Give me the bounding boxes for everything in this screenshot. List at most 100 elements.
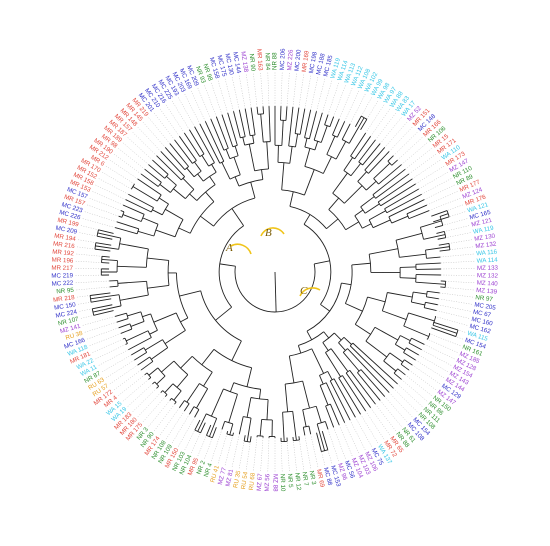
- leaf-label: MZ 138: [239, 51, 249, 73]
- tree-branch: [203, 371, 213, 387]
- clade-a-arc-highlight: [230, 243, 252, 255]
- tree-branch: [131, 347, 145, 356]
- tree-node-arc: [218, 225, 244, 308]
- leaf-guide-line: [401, 142, 428, 165]
- leaf-label: MR 192: [52, 248, 75, 257]
- leaf-guide-line: [75, 286, 110, 291]
- tree-branch: [132, 186, 158, 202]
- tree-node-arc: [303, 223, 332, 305]
- leaf-label: MZ 67: [256, 473, 264, 492]
- leaf-guide-line: [426, 338, 459, 353]
- tree-branch: [152, 159, 169, 175]
- tree-branch: [256, 106, 259, 115]
- tree-branch: [142, 313, 151, 318]
- leaf-guide-line: [421, 349, 452, 366]
- tree-branch: [179, 290, 201, 297]
- tree-branch: [426, 256, 441, 259]
- tree-branches: [89, 106, 459, 453]
- tree-branch: [372, 168, 406, 196]
- tree-branch: [343, 337, 352, 345]
- leaf-guide-line: [440, 280, 475, 284]
- tree-node-arc: [250, 397, 269, 401]
- tree-branch: [183, 403, 190, 412]
- leaf-label: MC 222: [51, 280, 74, 288]
- tree-branch: [357, 171, 367, 182]
- tree-branch: [344, 185, 363, 204]
- tree-branch: [173, 188, 186, 199]
- tree-branch: [169, 143, 189, 167]
- leaf-guide-line: [355, 417, 373, 448]
- tree-branch: [166, 175, 177, 186]
- tree-branch: [164, 383, 174, 393]
- tree-branch: [400, 363, 410, 371]
- tree-branch: [178, 227, 191, 234]
- leaf-guide-line: [333, 84, 346, 117]
- tree-branch: [326, 218, 339, 230]
- tree-node-arc: [377, 201, 382, 207]
- leaf-label: NR 4: [203, 462, 214, 478]
- leaf-label: NR 12: [293, 472, 302, 491]
- tree-node-arc: [176, 272, 189, 319]
- tree-node-arc: [154, 381, 160, 387]
- leaf-guide-line: [388, 126, 413, 152]
- tree-branch: [140, 361, 154, 371]
- tree-branch: [325, 352, 341, 377]
- tree-branch: [98, 229, 114, 234]
- leaf-guide-line: [210, 82, 223, 115]
- leaf-guide-line: [204, 84, 217, 117]
- tree-branch: [342, 375, 367, 412]
- tree-branch: [196, 388, 209, 409]
- tree-node-arc: [319, 382, 327, 386]
- tree-branch: [97, 232, 121, 239]
- tree-branch: [325, 382, 346, 423]
- tree-node-arc: [350, 155, 355, 160]
- tree-branch: [284, 384, 289, 412]
- leaf-guide-line: [98, 349, 129, 366]
- tree-branch: [238, 416, 244, 435]
- tree-branch: [252, 135, 255, 144]
- tree-node-arc: [427, 333, 431, 340]
- leaf-guide-line: [429, 197, 461, 211]
- leaf-label: MZ 130: [474, 233, 496, 243]
- tree-branch: [101, 255, 110, 258]
- leaf-guide-line: [292, 73, 297, 108]
- tree-branch: [233, 111, 241, 138]
- tree-branch: [328, 197, 340, 210]
- tree-branch: [189, 129, 205, 155]
- tree-branch: [313, 112, 323, 141]
- tree-branch: [388, 199, 425, 218]
- tree-branch: [201, 349, 215, 366]
- tree-branch: [117, 280, 147, 284]
- leaf-label: MC 219: [51, 272, 73, 279]
- tree-branch: [289, 191, 294, 207]
- leaf-guide-line: [379, 400, 402, 427]
- tree-branch: [268, 106, 271, 142]
- tree-branch: [221, 421, 226, 430]
- tree-branch: [231, 208, 245, 227]
- leaf-guide-line: [375, 404, 397, 432]
- tree-branch: [354, 136, 371, 160]
- tree-branch: [194, 419, 201, 431]
- tree-branch: [127, 311, 142, 317]
- clade-label-c: C: [300, 285, 308, 297]
- tree-branch: [408, 342, 422, 351]
- tree-branch: [403, 325, 429, 337]
- tree-node-arc: [406, 213, 410, 219]
- tree-branch: [338, 377, 361, 415]
- tree-branch: [324, 421, 329, 430]
- tree-branch: [304, 109, 312, 138]
- tree-branch: [408, 312, 435, 322]
- leaf-guide-line: [132, 131, 157, 156]
- tree-branch: [152, 381, 155, 385]
- tree-branch: [382, 310, 407, 320]
- tree-branch: [225, 149, 231, 159]
- leaf-guide-line: [231, 434, 240, 468]
- tree-branch: [327, 371, 333, 381]
- tree-branch: [314, 141, 319, 151]
- leaf-label: MR 69: [315, 469, 326, 489]
- tree-branch: [134, 351, 147, 361]
- tree-branch: [197, 173, 204, 182]
- leaf-guide-line: [117, 147, 145, 170]
- leaf-guide-line: [415, 165, 445, 185]
